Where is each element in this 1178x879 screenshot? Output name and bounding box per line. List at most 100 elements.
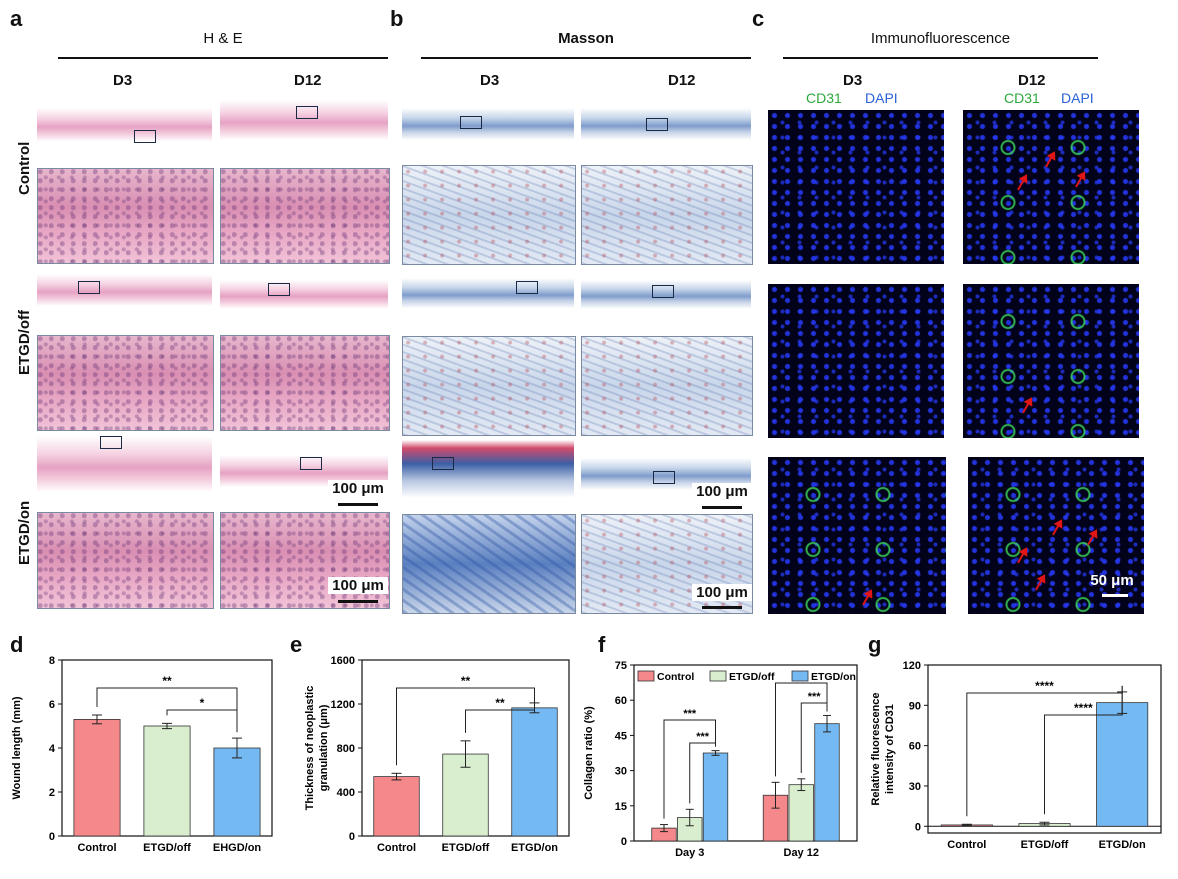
- y-axis-label: Thickness of neoplastic: [304, 686, 316, 811]
- masson-title: Masson: [558, 30, 614, 47]
- significance-label: **: [495, 696, 505, 710]
- x-tick-label: Control: [947, 839, 986, 851]
- y-tick-label: 120: [903, 660, 921, 672]
- legend-label: ETGD/off: [729, 671, 775, 683]
- significance-label: ***: [808, 691, 822, 703]
- he-off-d3-overview: [37, 274, 212, 314]
- plot-frame: [927, 664, 1162, 834]
- x-tick-label: ETGD/off: [143, 842, 191, 854]
- masson-day-d3: D3: [480, 72, 500, 89]
- if-on-d12: [968, 457, 1144, 614]
- if-day-d12: D12: [1018, 72, 1046, 89]
- x-tick-label: Day 3: [675, 847, 704, 859]
- y-tick-label: 0: [915, 821, 921, 833]
- y-axis-label: Wound length (mm): [11, 696, 23, 799]
- he-on-d3-overview: [37, 436, 212, 506]
- he-scale-bar-2: [338, 600, 378, 603]
- panel-letter-a: a: [10, 6, 23, 31]
- significance-bracket: [465, 696, 535, 733]
- legend-swatch: [791, 670, 809, 682]
- masson-off-d12-overview: [581, 280, 751, 316]
- y-tick-label: 90: [909, 700, 921, 712]
- x-tick-label: ETGD/off: [442, 842, 490, 854]
- he-off-d12-overview: [220, 280, 388, 316]
- x-tick-label: ETGD/on: [511, 842, 558, 854]
- significance-bracket: [396, 687, 535, 766]
- significance-bracket: [663, 719, 717, 819]
- masson-on-d3-detail: [402, 514, 576, 614]
- panel-letter-b: b: [390, 6, 404, 31]
- he-scale-bar-1: [338, 503, 378, 506]
- panel-letter-g: g: [868, 632, 882, 657]
- legend-label: Control: [657, 671, 694, 683]
- x-tick-label: Day 12: [784, 847, 819, 859]
- legend-swatch: [709, 670, 727, 682]
- he-scale-label-2: 100 μm: [328, 577, 388, 594]
- he-on-d3-detail: [37, 512, 214, 609]
- significance-label: **: [162, 674, 172, 688]
- if-on-d3: [768, 457, 946, 614]
- y-tick-label: 30: [909, 781, 921, 793]
- y-axis-label: Relative fluorescence: [870, 692, 882, 805]
- masson-control-d3-detail: [402, 165, 576, 265]
- masson-control-d12-overview: [581, 108, 751, 148]
- masson-off-d12-detail: [581, 336, 753, 436]
- masson-zoom-box: [460, 116, 482, 129]
- if-day-d3: D3: [843, 72, 863, 89]
- legend-label: ETGD/on: [811, 671, 856, 683]
- he-scale-label-1: 100 μm: [328, 480, 388, 497]
- y-tick-label: 0: [349, 831, 355, 843]
- y-tick-label: 8: [49, 655, 55, 667]
- if-title: Immunofluorescence: [870, 30, 1011, 47]
- legend-swatch: [637, 670, 655, 682]
- he-off-d12-detail: [220, 335, 390, 431]
- panel-letter-e: e: [290, 632, 303, 657]
- bar: [143, 725, 191, 837]
- masson-off-d3-overview: [402, 278, 574, 316]
- significance-bracket: [774, 682, 828, 777]
- y-tick-label: 400: [337, 787, 355, 799]
- he-day-d12: D12: [294, 72, 322, 89]
- masson-zoom-box: [646, 118, 668, 131]
- if-stain-dapi-d3: DAPI: [865, 90, 898, 106]
- he-zoom-box: [100, 436, 122, 449]
- masson-zoom-box: [516, 281, 538, 294]
- bar: [73, 719, 121, 837]
- y-tick-label: 60: [909, 741, 921, 753]
- masson-on-d3-overview: [402, 440, 574, 508]
- he-control-d3-detail: [37, 168, 214, 264]
- he-zoom-box: [296, 106, 318, 119]
- he-control-d3-overview: [37, 108, 212, 150]
- y-tick-label: 1600: [331, 655, 355, 667]
- masson-control-d3-overview: [402, 108, 574, 148]
- he-zoom-box: [300, 457, 322, 470]
- significance-label: ***: [683, 708, 697, 720]
- y-tick-label: 15: [615, 801, 627, 813]
- y-tick-label: 75: [615, 660, 627, 672]
- bar: [213, 747, 261, 837]
- masson-zoom-box: [653, 471, 675, 484]
- y-tick-label: 30: [615, 766, 627, 778]
- x-tick-label: EHGD/on: [213, 842, 262, 854]
- significance-label: *: [200, 696, 205, 710]
- bar: [702, 752, 729, 842]
- y-tick-label: 60: [615, 695, 627, 707]
- masson-scale-label-2: 100 μm: [692, 584, 752, 601]
- masson-control-d12-detail: [581, 165, 753, 265]
- he-control-d12-detail: [220, 168, 390, 264]
- significance-bracket: [800, 702, 828, 773]
- masson-scale-label-1: 100 μm: [692, 483, 752, 500]
- bar: [788, 784, 814, 842]
- masson-scale-bar-2: [702, 606, 742, 609]
- if-stain-cd31-d12: CD31: [1004, 90, 1040, 106]
- bar: [1096, 702, 1149, 827]
- panel-letter-c: c: [752, 6, 765, 31]
- significance-bracket: [1044, 685, 1123, 815]
- bar: [814, 723, 840, 842]
- significance-label: **: [461, 674, 471, 688]
- if-control-d12: [963, 110, 1139, 264]
- he-day-d3: D3: [113, 72, 133, 89]
- y-tick-label: 2: [49, 787, 55, 799]
- y-tick-label: 800: [337, 743, 355, 755]
- if-scale-label: 50 μm: [1090, 572, 1134, 589]
